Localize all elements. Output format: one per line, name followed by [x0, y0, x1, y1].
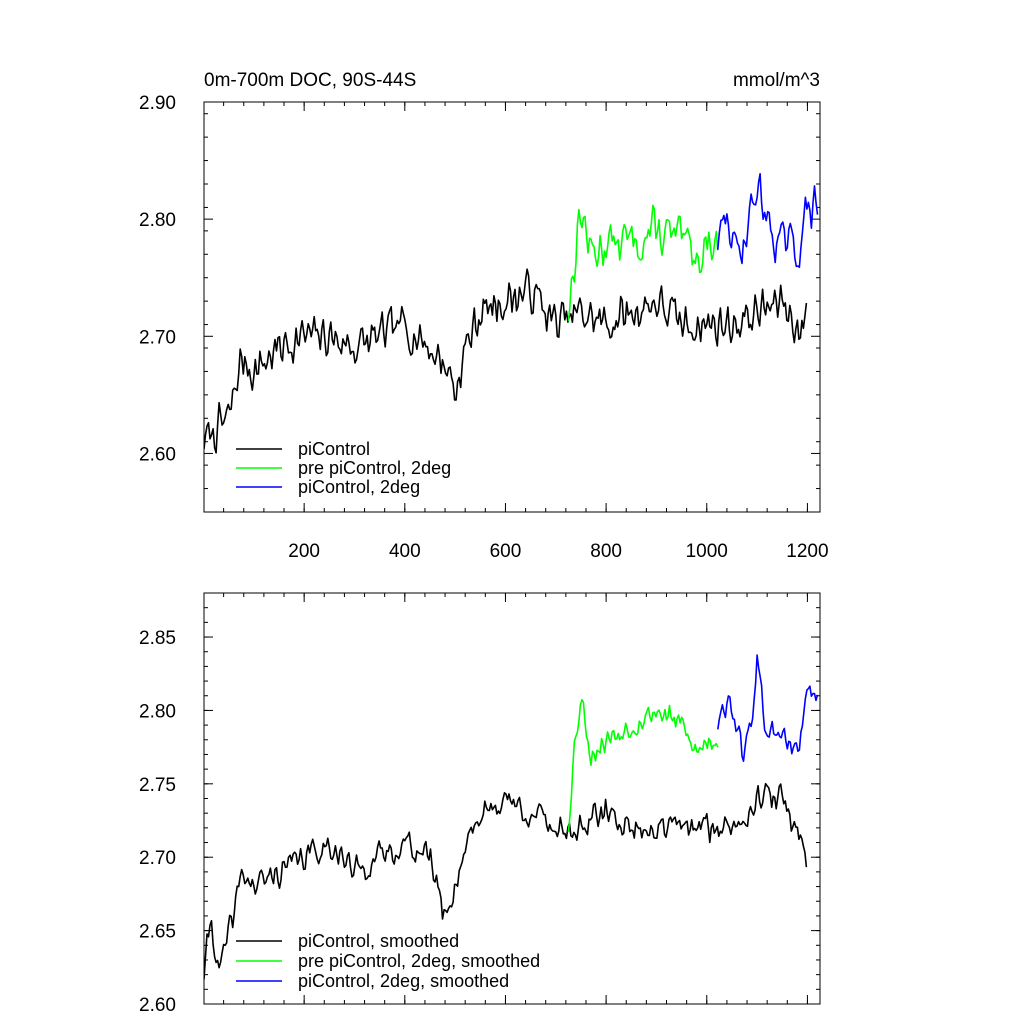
y-tick-label: 2.85 — [139, 628, 176, 649]
plot-frame — [203, 592, 821, 1005]
bottom-panel: 2.60 2.65 2.70 2.75 2.80 2.85 piControl, smoot… — [139, 592, 821, 1016]
series-line-3 — [717, 654, 819, 763]
y-tick-label: 2.70 — [139, 327, 176, 348]
plot-frame — [203, 101, 821, 513]
legend-label-1: piControl, smoothed — [298, 931, 459, 951]
series-line-3 — [717, 173, 819, 269]
y-tick-label: 2.80 — [139, 701, 176, 722]
units-label: mmol/m^3 — [733, 70, 820, 91]
chart-title: 0m-700m DOC, 90S-44S — [204, 70, 416, 91]
y-tick-label: 2.70 — [139, 848, 176, 869]
series-line-1 — [204, 268, 808, 454]
x-tick-label: 600 — [490, 541, 522, 562]
x-tick-label: 800 — [590, 541, 622, 562]
x-tick-label: 1000 — [686, 541, 728, 562]
legend-label-1: piControl — [298, 439, 370, 459]
y-tick-label: 2.80 — [139, 210, 176, 231]
y-tick-label: 2.90 — [139, 93, 176, 114]
series-line-2 — [567, 698, 719, 833]
y-tick-label: 2.60 — [139, 444, 176, 465]
legend-label-3: piControl, 2deg, smoothed — [298, 971, 509, 991]
series-line-1 — [204, 782, 808, 980]
top-panel: 0m-700m DOC, 90S-44S mmol/m^3 2.60 2.70 2.… — [139, 70, 829, 562]
legend-label-2: pre piControl, 2deg — [298, 458, 451, 478]
series-line-2 — [567, 204, 719, 322]
y-tick-label: 2.65 — [139, 922, 176, 943]
y-tick-label: 2.75 — [139, 775, 176, 796]
y-tick-label: 2.60 — [139, 995, 176, 1016]
x-tick-label: 400 — [389, 541, 421, 562]
x-tick-label: 200 — [288, 541, 320, 562]
legend-label-2: pre piControl, 2deg, smoothed — [298, 951, 540, 971]
x-tick-label: 1200 — [786, 541, 828, 562]
legend-label-3: piControl, 2deg — [298, 477, 420, 497]
